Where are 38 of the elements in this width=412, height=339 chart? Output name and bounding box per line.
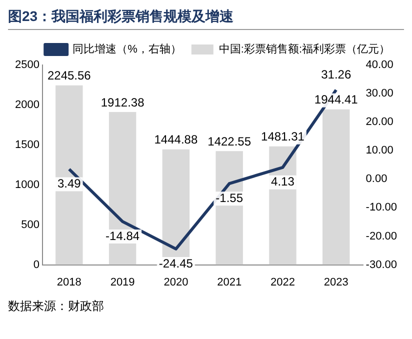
chart-title: 图23：我国福利彩票销售规模及增速 xyxy=(8,8,404,30)
y2-tick-label: 0.00 xyxy=(366,173,388,186)
y2-tick-label: 30.00 xyxy=(366,88,394,100)
y2-tick-label: -30.00 xyxy=(366,258,398,271)
data-label: 31.26 xyxy=(321,67,352,82)
bar xyxy=(56,85,83,265)
x-tick-label: 2018 xyxy=(56,276,82,288)
y2-tick-label: 20.00 xyxy=(366,116,394,128)
data-label: -14.84 xyxy=(106,228,140,243)
data-label: -1.55 xyxy=(216,190,244,205)
x-tick-label: 2023 xyxy=(324,276,348,288)
y-tick-label: 2500 xyxy=(14,59,40,72)
y-tick-label: 1500 xyxy=(14,138,40,151)
data-label: 1912.38 xyxy=(100,95,145,110)
data-label: -24.45 xyxy=(158,256,194,270)
data-label: 1481.31 xyxy=(261,130,305,144)
y-tick-label: 500 xyxy=(21,218,40,231)
data-label: 1944.41 xyxy=(314,92,358,107)
x-tick-label: 2020 xyxy=(164,276,188,288)
y2-tick-label: -10.00 xyxy=(366,202,398,214)
y2-tick-label: 40.00 xyxy=(366,59,394,72)
source-note: 数据来源：财政部 xyxy=(8,298,105,315)
y2-tick-label: 10.00 xyxy=(366,144,394,157)
y-tick-label: 2000 xyxy=(14,98,40,111)
y-tick-label: 1000 xyxy=(14,178,40,191)
x-tick-label: 2019 xyxy=(110,276,135,288)
y2-tick-label: -20.00 xyxy=(366,230,398,242)
data-label: 4.13 xyxy=(271,174,295,189)
data-label: 2245.56 xyxy=(47,68,92,83)
legend-label: 同比增速（%，右轴） xyxy=(72,42,182,56)
x-tick-label: 2021 xyxy=(217,276,242,288)
legend-label: 中国:彩票销售额:福利彩票（亿元） xyxy=(218,42,390,56)
y-tick-label: 0 xyxy=(33,258,40,271)
data-label: 1422.55 xyxy=(208,134,252,148)
x-tick-label: 2022 xyxy=(270,276,295,288)
data-label: 1444.88 xyxy=(154,132,198,147)
data-label: 3.49 xyxy=(57,176,82,191)
bar xyxy=(322,109,350,265)
